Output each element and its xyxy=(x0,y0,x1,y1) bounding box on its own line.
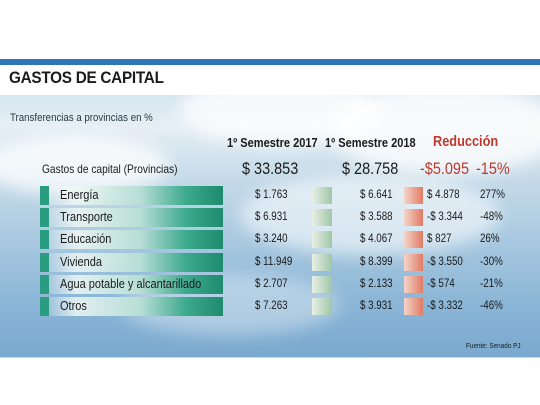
table-row: Otros $ 7.263 $ 3.931 -$ 3.332 -46% xyxy=(0,297,540,317)
swatch-reduction xyxy=(404,275,423,293)
value-2017: $ 6.931 xyxy=(255,211,288,224)
category-bar xyxy=(40,230,223,250)
reduction-pct: -30% xyxy=(480,255,503,268)
value-2018: $ 3.588 xyxy=(360,211,393,224)
category-bar xyxy=(40,274,223,294)
swatch-2018 xyxy=(312,275,332,293)
source-note: Fuente: Senado PJ xyxy=(466,341,521,350)
category-bar xyxy=(40,252,223,272)
reduction-amount: $ 827 xyxy=(427,233,452,246)
value-2017: $ 11.949 xyxy=(255,255,293,268)
reduction-amount: -$ 574 xyxy=(427,277,455,290)
table-row: Vivienda $ 11.949 $ 8.399 -$ 3.550 -30% xyxy=(0,252,540,273)
value-2017: $ 3.240 xyxy=(255,233,288,246)
sky-panel xyxy=(0,95,540,357)
reduction-pct: -21% xyxy=(480,277,503,290)
reduction-amount: $ 4.878 xyxy=(427,189,460,201)
category-label: Transporte xyxy=(60,210,113,225)
value-2017: $ 7.263 xyxy=(255,300,288,312)
reduction-amount: -$ 3.344 xyxy=(427,211,463,224)
cloud-shape xyxy=(330,95,540,175)
table-row: Agua potable y alcantarillado $ 2.707 $ 2.… xyxy=(0,274,540,295)
value-2018: $ 2.133 xyxy=(360,277,393,290)
top-border xyxy=(0,0,540,6)
column-header-2017: 1º Semestre 2017 xyxy=(227,135,318,150)
table-row: Educación $ 3.240 $ 4.067 $ 827 26% xyxy=(0,230,540,250)
reduction-pct: -46% xyxy=(480,300,503,312)
category-label: Educación xyxy=(60,232,112,247)
reduction-pct: -48% xyxy=(480,211,503,224)
swatch-reduction xyxy=(404,231,423,249)
value-2017: $ 2.707 xyxy=(255,277,288,290)
page-title: GASTOS DE CAPITAL xyxy=(9,68,164,87)
column-header-2018: 1º Semestre 2018 xyxy=(325,135,416,150)
chart-subtitle: Transferencias a provincias en % xyxy=(10,112,153,124)
cloud-shape xyxy=(240,175,500,255)
header-rule xyxy=(0,59,540,65)
value-2017: $ 1.763 xyxy=(255,189,288,201)
reduction-amount: -$ 3.332 xyxy=(427,300,463,312)
swatch-reduction xyxy=(404,298,423,315)
reduction-amount: -$ 3.550 xyxy=(427,255,463,268)
category-label: Otros xyxy=(60,299,87,313)
swatch-2018 xyxy=(312,253,332,271)
cloud-shape xyxy=(0,135,170,195)
swatch-reduction xyxy=(404,209,423,227)
reduction-pct: 277% xyxy=(480,189,506,201)
swatch-2018 xyxy=(312,231,332,249)
swatch-reduction xyxy=(404,187,423,204)
swatch-reduction xyxy=(404,253,423,271)
bottom-rule xyxy=(0,357,540,358)
totals-label: Gastos de capital (Provincias) xyxy=(42,162,178,176)
swatch-2018 xyxy=(312,187,332,204)
category-bar xyxy=(40,208,223,228)
category-label: Agua potable y alcantarillado xyxy=(60,276,202,291)
total-2017-value: $ 33.853 xyxy=(242,159,299,178)
value-2018: $ 6.641 xyxy=(360,189,393,201)
value-2018: $ 8.399 xyxy=(360,255,393,268)
category-bar xyxy=(40,186,223,205)
swatch-2018 xyxy=(312,298,332,315)
table-row: Energía $ 1.763 $ 6.641 $ 4.878 277% xyxy=(0,186,540,206)
column-header-reduction: Reducción xyxy=(433,133,499,150)
reduction-pct: 26% xyxy=(480,233,500,246)
total-reduction-pct: -15% xyxy=(476,159,510,178)
total-reduction-amount: -$5.095 xyxy=(420,159,470,178)
category-label: Energía xyxy=(60,188,99,202)
table-row: Transporte $ 6.931 $ 3.588 -$ 3.344 -48% xyxy=(0,208,540,228)
value-2018: $ 3.931 xyxy=(360,300,393,312)
category-bar xyxy=(40,297,223,316)
category-label: Vivienda xyxy=(60,254,103,269)
swatch-2018 xyxy=(312,209,332,227)
total-2018-value: $ 28.758 xyxy=(342,159,399,178)
value-2018: $ 4.067 xyxy=(360,233,393,246)
